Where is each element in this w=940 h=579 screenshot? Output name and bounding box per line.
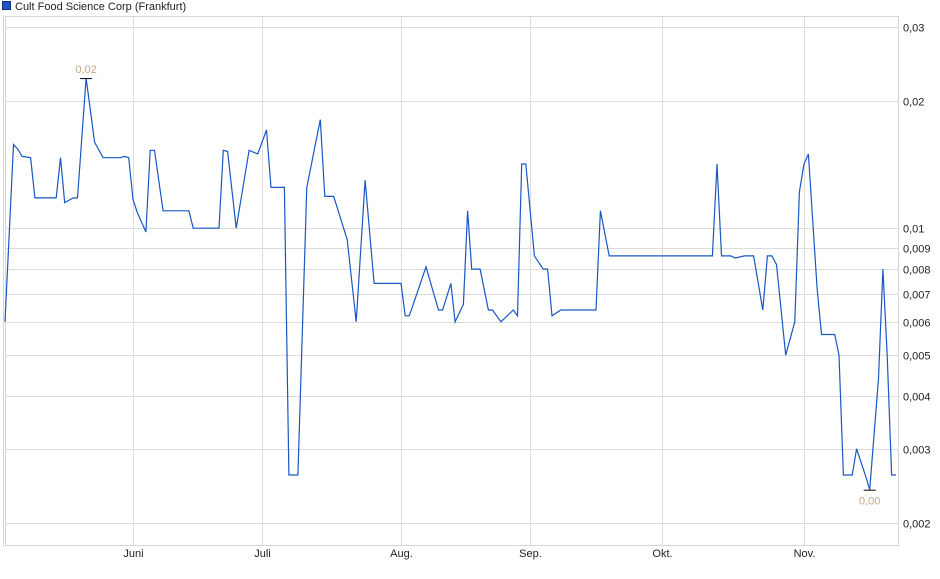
- plot-frame: [3, 16, 899, 547]
- x-tick-label: Juni: [123, 548, 143, 560]
- y-tick-label: 0,02: [903, 97, 924, 109]
- x-axis: Juni Juli Aug. Sep. Okt. Nov.: [123, 548, 815, 560]
- y-tick-label: 0,004: [903, 392, 931, 404]
- y-tick-label: 0,005: [903, 351, 931, 363]
- series-line: [4, 78, 896, 490]
- y-tick-label: 0,01: [903, 224, 924, 236]
- x-tick-label: Okt.: [652, 548, 672, 560]
- x-tick-label: Juli: [254, 548, 271, 560]
- min-label: 0,00: [859, 496, 880, 508]
- y-tick-label: 0,008: [903, 265, 931, 277]
- annotations: 0,02 0,00: [75, 64, 880, 508]
- legend-swatch: [2, 1, 11, 10]
- legend: Cult Food Science Corp (Frankfurt): [2, 1, 186, 13]
- y-tick-label: 0,003: [903, 445, 931, 457]
- y-tick-label: 0,002: [903, 519, 931, 531]
- y-axis: 0,03 0,02 0,01 0,009 0,008 0,007 0,006 0,005 0,0…: [903, 23, 931, 531]
- legend-label: Cult Food Science Corp (Frankfurt): [15, 1, 186, 13]
- y-tick-label: 0,006: [903, 318, 931, 330]
- x-tick-label: Nov.: [794, 548, 816, 560]
- price-line: [4, 78, 896, 490]
- max-label: 0,02: [75, 64, 96, 76]
- gridlines: [5, 16, 898, 545]
- plot-border: [5, 16, 899, 546]
- x-tick-label: Aug.: [390, 548, 413, 560]
- y-tick-label: 0,03: [903, 23, 924, 35]
- y-tick-label: 0,009: [903, 244, 931, 256]
- x-tick-label: Sep.: [519, 548, 542, 560]
- y-tick-label: 0,007: [903, 290, 931, 302]
